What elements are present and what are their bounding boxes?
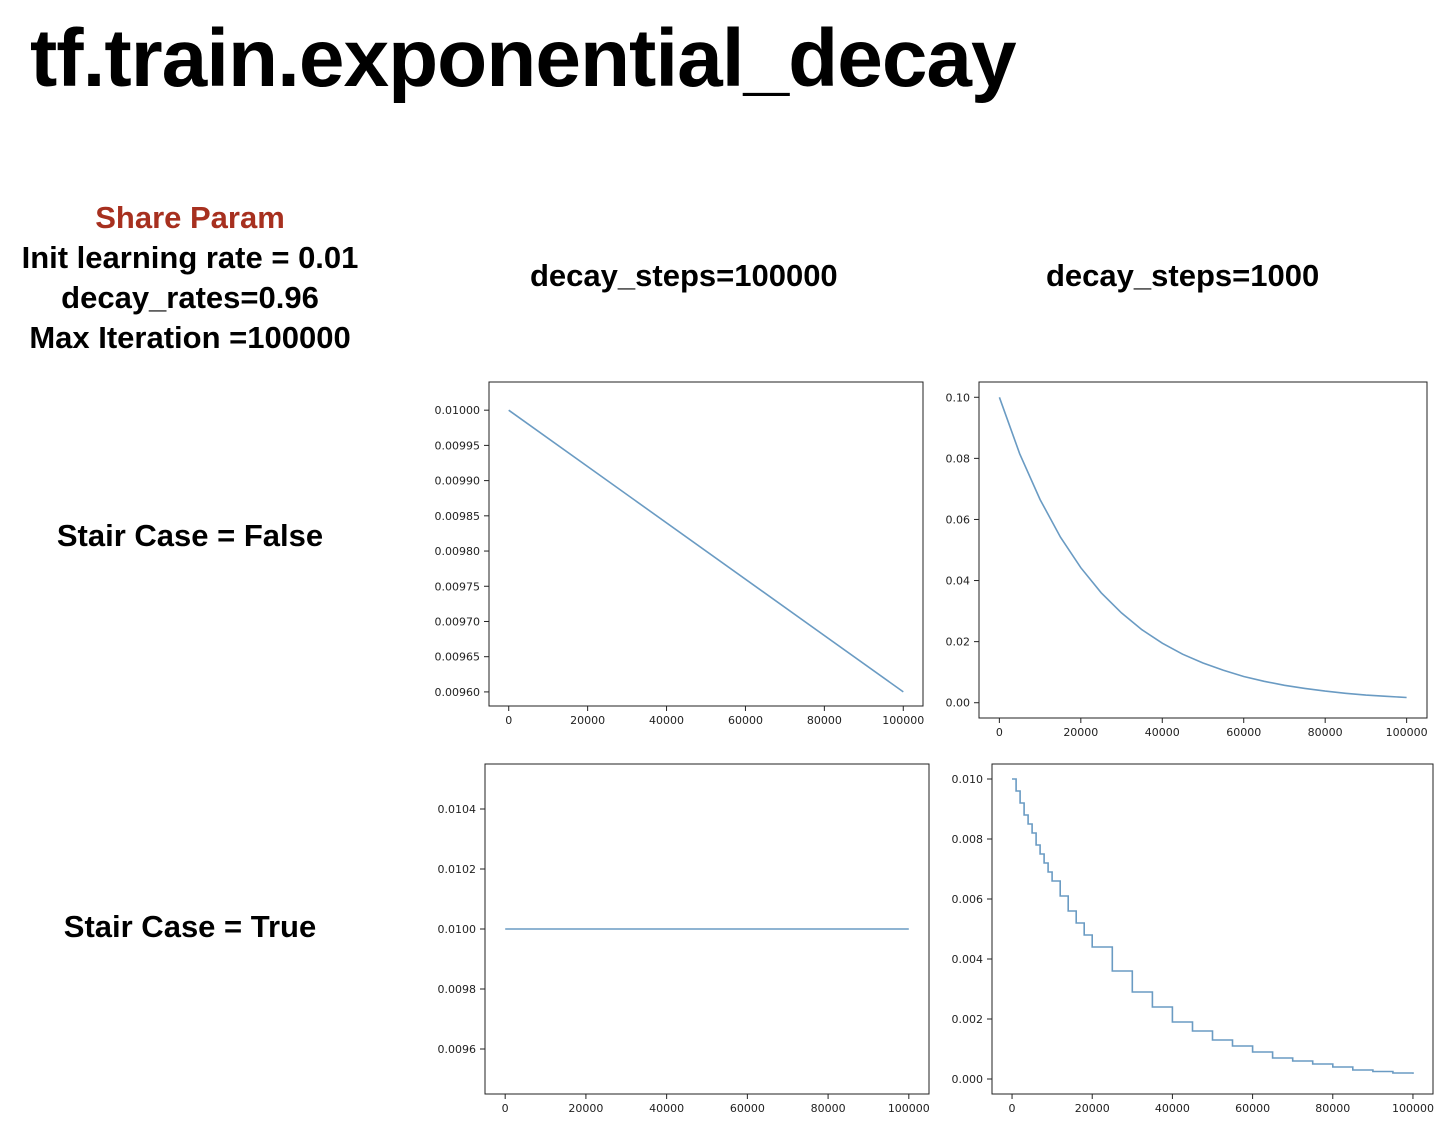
x-tick-label: 80000 <box>1308 726 1343 739</box>
y-tick-label: 0.0102 <box>438 863 477 876</box>
x-tick-label: 100000 <box>882 714 924 727</box>
y-tick-label: 0.00965 <box>435 651 481 664</box>
x-tick-label: 20000 <box>570 714 605 727</box>
x-tick-label: 100000 <box>888 1102 930 1115</box>
axes-frame <box>978 381 1428 719</box>
x-tick-label: 40000 <box>1145 726 1180 739</box>
page-title: tf.train.exponential_decay <box>30 13 1017 104</box>
x-tick-label: 0 <box>996 726 1003 739</box>
x-tick-label: 0 <box>1009 1102 1016 1115</box>
x-tick-label: 80000 <box>807 714 842 727</box>
axes-frame <box>991 763 1434 1095</box>
y-tick-label: 0.0098 <box>438 983 477 996</box>
x-tick-label: 0 <box>502 1102 509 1115</box>
y-tick-label: 0.04 <box>946 575 971 588</box>
share-param-line: Init learning rate = 0.01 <box>21 240 359 275</box>
row-header-staircase-false: Stair Case = False <box>56 518 324 553</box>
series-line <box>998 397 1407 699</box>
x-tick-label: 20000 <box>568 1102 603 1115</box>
y-tick-label: 0.00985 <box>435 510 481 523</box>
y-tick-label: 0.00975 <box>435 580 481 593</box>
x-tick-label: 100000 <box>1386 726 1428 739</box>
x-tick-label: 80000 <box>1315 1102 1350 1115</box>
x-tick-label: 80000 <box>811 1102 846 1115</box>
chart-staircase-true-decay-100000: 0 20000 40000 60000 80000 100000 0.0104 0.0102 0… <box>438 763 930 1115</box>
y-tick-label: 0.01000 <box>435 404 481 417</box>
y-tick-label: 0.00960 <box>435 686 481 699</box>
chart-staircase-true-decay-1000: 0 20000 40000 60000 80000 100000 0.010 0.008 0.0… <box>952 763 1434 1115</box>
y-tick-label: 0.0096 <box>438 1043 477 1056</box>
share-param-heading: Share Param <box>95 200 285 235</box>
share-param-line: decay_rates=0.96 <box>61 280 319 315</box>
x-tick-label: 60000 <box>1235 1102 1270 1115</box>
y-tick-label: 0.08 <box>946 452 971 465</box>
x-tick-label: 20000 <box>1075 1102 1110 1115</box>
share-param-line: Max Iteration =100000 <box>29 320 351 355</box>
x-tick-label: 40000 <box>649 714 684 727</box>
row-header-staircase-true: Stair Case = True <box>63 909 317 944</box>
y-tick-label: 0.004 <box>952 953 984 966</box>
axes-frame <box>488 381 924 707</box>
y-tick-label: 0.002 <box>952 1013 984 1026</box>
y-tick-label: 0.006 <box>952 893 984 906</box>
chart-staircase-false-decay-100000: 0 20000 40000 60000 80000 100000 0.01000 0.0099… <box>435 381 924 727</box>
column-header-decay-1000: decay_steps=1000 <box>1046 258 1320 293</box>
y-tick-label: 0.06 <box>946 513 971 526</box>
x-tick-label: 40000 <box>649 1102 684 1115</box>
y-tick-label: 0.00970 <box>435 615 481 628</box>
y-tick-label: 0.000 <box>952 1073 984 1086</box>
x-tick-label: 60000 <box>728 714 763 727</box>
x-tick-label: 0 <box>505 714 512 727</box>
x-tick-label: 60000 <box>1226 726 1261 739</box>
series-line <box>1012 778 1414 1074</box>
y-tick-label: 0.0100 <box>438 923 477 936</box>
series-line <box>508 409 904 693</box>
chart-staircase-false-decay-1000: 0 20000 40000 60000 80000 100000 0.10 0.08 0.06 0… <box>946 381 1428 739</box>
y-tick-label: 0.10 <box>946 391 971 404</box>
share-param-block: Share Param Init learning rate = 0.01 de… <box>0 198 380 358</box>
y-tick-label: 0.02 <box>946 636 971 649</box>
column-header-decay-100000: decay_steps=100000 <box>530 258 838 293</box>
y-tick-label: 0.00 <box>946 697 971 710</box>
x-tick-label: 60000 <box>730 1102 765 1115</box>
y-tick-label: 0.00990 <box>435 475 481 488</box>
y-tick-label: 0.00995 <box>435 439 481 452</box>
y-tick-label: 0.008 <box>952 833 984 846</box>
x-tick-label: 100000 <box>1392 1102 1434 1115</box>
y-tick-label: 0.0104 <box>438 803 477 816</box>
x-tick-label: 20000 <box>1063 726 1098 739</box>
y-tick-label: 0.010 <box>952 773 984 786</box>
x-tick-label: 40000 <box>1155 1102 1190 1115</box>
y-tick-label: 0.00980 <box>435 545 481 558</box>
